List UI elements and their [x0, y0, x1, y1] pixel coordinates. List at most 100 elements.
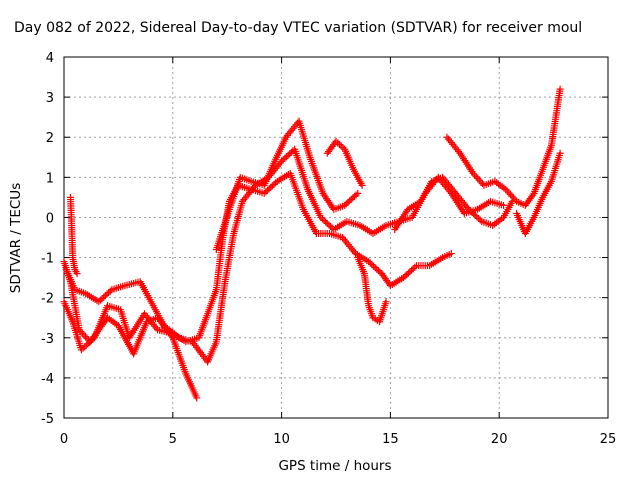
- data-point: [78, 329, 86, 337]
- data-point: [86, 338, 94, 346]
- data-point: [344, 198, 352, 206]
- data-point: [193, 394, 201, 402]
- data-point: [84, 340, 92, 348]
- data-point: [320, 216, 328, 224]
- y-tick-label: 3: [46, 91, 54, 106]
- data-point: [262, 188, 270, 196]
- data-point: [404, 269, 412, 277]
- data-point: [500, 201, 508, 209]
- data-point: [556, 149, 564, 157]
- data-point: [279, 156, 287, 164]
- data-point: [399, 274, 407, 282]
- data-point: [96, 296, 104, 304]
- data-point: [98, 295, 106, 303]
- plot-frame: [63, 56, 609, 419]
- data-point: [476, 216, 484, 224]
- data-point: [80, 331, 88, 339]
- data-point: [465, 205, 473, 213]
- data-point: [408, 266, 416, 274]
- data-point: [470, 210, 478, 218]
- data-point: [270, 180, 278, 188]
- y-tick-label: 1: [46, 171, 54, 186]
- data-point: [502, 185, 510, 193]
- y-tick-label: 4: [46, 51, 54, 66]
- data-point: [403, 271, 411, 279]
- data-point: [346, 197, 354, 205]
- series-track-4: [212, 117, 362, 254]
- series-track-3: [62, 145, 508, 366]
- data-point: [370, 262, 378, 270]
- data-point: [79, 344, 87, 352]
- data-point: [341, 201, 349, 209]
- data-point: [287, 148, 295, 156]
- x-tick-label: 25: [600, 432, 617, 447]
- y-tick-label: -1: [41, 252, 54, 267]
- data-point: [350, 192, 358, 200]
- data-point: [447, 250, 455, 258]
- data-point: [89, 335, 97, 343]
- data-point: [478, 180, 486, 188]
- chart-title: Day 082 of 2022, Sidereal Day-to-day VTE…: [14, 20, 582, 36]
- data-point: [352, 191, 360, 199]
- y-tick-label: -5: [41, 412, 54, 427]
- data-point: [382, 298, 390, 306]
- data-point: [474, 174, 482, 182]
- data-point: [322, 218, 330, 226]
- data-point: [82, 341, 90, 349]
- data-point: [471, 171, 479, 179]
- grid: [64, 57, 608, 418]
- data-point: [347, 195, 355, 203]
- data-point: [101, 292, 109, 300]
- data-point: [349, 194, 357, 202]
- data-point: [511, 196, 519, 204]
- series-track-5: [323, 137, 366, 189]
- data-point: [260, 189, 268, 197]
- data-point: [342, 200, 350, 208]
- data-point: [318, 215, 326, 223]
- data-point: [475, 214, 483, 222]
- data-point: [282, 153, 290, 161]
- data-point: [473, 213, 481, 221]
- series-track-10: [67, 193, 81, 278]
- data-point: [358, 181, 366, 189]
- data-point: [401, 272, 409, 280]
- data-point: [354, 189, 362, 197]
- axis-ticks: 0 5 10 15 20 25 -5 -4 -3 -2 -1 0 1 2 3 4: [41, 51, 616, 447]
- series-track-9: [513, 149, 564, 237]
- data-point: [503, 187, 511, 195]
- data-point: [368, 261, 376, 269]
- data-point: [477, 178, 485, 186]
- y-tick-label: 0: [46, 211, 54, 226]
- data-point: [529, 191, 537, 199]
- data-point: [265, 185, 273, 193]
- data-point: [475, 176, 483, 184]
- data-point: [106, 287, 114, 295]
- data-point: [508, 192, 516, 200]
- data-point: [468, 208, 476, 216]
- data-point: [469, 169, 477, 177]
- series-track-8: [443, 85, 564, 209]
- data-point: [471, 211, 479, 219]
- data-point: [366, 259, 374, 267]
- series-track-6: [354, 254, 390, 326]
- data-point: [327, 222, 335, 230]
- x-tick-label: 5: [169, 432, 177, 447]
- data-point: [267, 183, 275, 191]
- x-tick-label: 15: [382, 432, 399, 447]
- data-point: [472, 173, 480, 181]
- data-point: [325, 221, 333, 229]
- data-point: [371, 264, 379, 272]
- x-tick-label: 10: [273, 432, 290, 447]
- data-point: [409, 265, 417, 273]
- data-point: [81, 343, 89, 351]
- data-point: [509, 194, 517, 202]
- data-point: [81, 333, 89, 341]
- x-tick-label: 0: [60, 432, 68, 447]
- data-point: [406, 268, 414, 276]
- y-tick-label: -3: [41, 332, 54, 347]
- data-marks: [60, 85, 564, 402]
- data-point: [323, 219, 331, 227]
- x-tick-label: 20: [491, 432, 508, 447]
